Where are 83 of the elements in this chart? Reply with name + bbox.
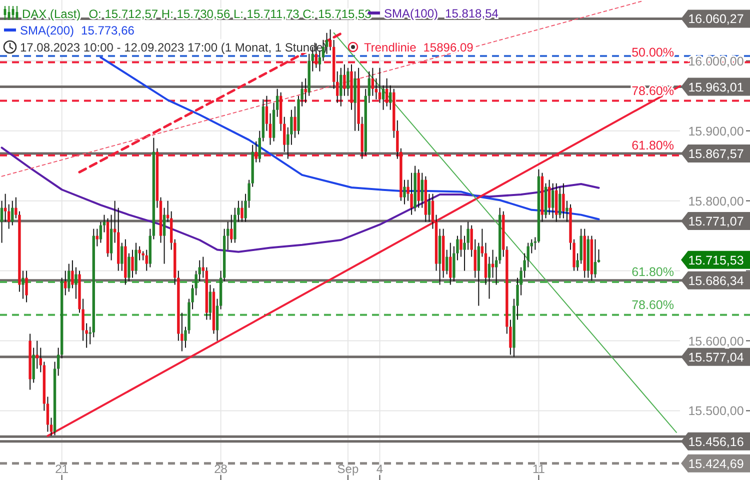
candlestick (145, 249, 148, 272)
candlestick (50, 417, 53, 436)
candlestick (4, 193, 7, 222)
candlestick (0, 200, 4, 244)
candlestick (346, 67, 350, 96)
x-tick-label: Sep (337, 462, 359, 476)
text: 15.715,53 (688, 253, 744, 268)
annotation: 61.80% (632, 264, 674, 279)
text: SMA(100) (384, 6, 438, 20)
candlestick (128, 252, 130, 282)
line-series (0, 146, 600, 253)
candlestick (74, 266, 78, 300)
ref-line-label: 15.686,34 (688, 274, 744, 288)
candlestick (68, 263, 70, 292)
candlestick (64, 270, 67, 296)
candlestick (558, 186, 562, 219)
candlestick (134, 242, 138, 275)
candlestick (343, 64, 346, 96)
ref-line-label: 15.577,04 (688, 350, 744, 364)
candlestick (138, 246, 141, 261)
candlestick (526, 242, 530, 268)
candlestick (11, 200, 14, 226)
candlestick (385, 78, 388, 107)
text: DAX (Last) (22, 7, 81, 21)
ref-line-label: 16.060,27 (688, 12, 744, 26)
y-tick-label: 15.800,00 (688, 194, 744, 208)
annotation: O: 15.712,57 H: 15.730,56 L: 15.711,73 C: 15.715,53 (88, 7, 372, 21)
candlestick (374, 78, 378, 100)
annotation: 78.60% (632, 298, 674, 312)
candlestick (428, 193, 431, 222)
ref-line-label: 15.867,57 (688, 147, 744, 162)
y-tick-label: 15.900,00 (688, 124, 744, 138)
candlestick (431, 193, 434, 230)
annotation: 15.773,66 (81, 24, 135, 38)
candlestick (268, 112, 272, 146)
candlestick (131, 249, 134, 278)
candlestick (340, 67, 342, 107)
candlestick (25, 270, 28, 303)
candlestick (403, 179, 406, 205)
candlestick (551, 182, 554, 219)
annotation: 61.80% (632, 138, 674, 152)
candlestick (548, 179, 551, 216)
text: Trendlinie (364, 40, 417, 54)
candlestick (208, 284, 212, 320)
annotation: 15.818,54 (445, 6, 499, 20)
candlestick (597, 248, 600, 264)
candlestick (594, 238, 597, 278)
candlestick (410, 172, 413, 216)
candlestick (562, 182, 565, 219)
candlestick (120, 242, 124, 272)
candlestick (304, 78, 307, 104)
x-tick-label: 21 (55, 462, 69, 476)
candlestick (566, 200, 568, 222)
candlestick (371, 67, 374, 96)
ref-line-label: 15.771,07 (688, 214, 744, 229)
candlestick (254, 140, 258, 163)
candlestick (265, 95, 268, 132)
candlestick (96, 228, 99, 247)
ref-line-label: 15.456,16 (688, 434, 744, 449)
candlestick (389, 84, 392, 110)
line-series (100, 56, 600, 220)
candlestick (378, 67, 382, 104)
ref-line-label: 15.424,69 (688, 456, 744, 471)
candlestick (420, 172, 424, 208)
y-tick-label: 15.500,00 (688, 404, 744, 418)
candlestick (446, 249, 448, 275)
candlestick (36, 340, 38, 370)
y-tick-label: 15.600,00 (688, 334, 744, 348)
candlestick (240, 200, 244, 222)
candlestick (162, 207, 166, 264)
candlestick (491, 249, 494, 278)
candlestick (488, 256, 491, 300)
candlestick (449, 242, 452, 286)
x-tick-label: 4 (376, 462, 384, 476)
x-tick-label: 28 (214, 462, 228, 476)
annotation: 50.00% (632, 45, 674, 60)
y-tick-label: 16.000,00 (688, 54, 744, 68)
candlestick (294, 106, 296, 138)
candlestick (22, 270, 24, 300)
text: SMA(200) (20, 24, 74, 38)
x-tick-label: 11 (532, 462, 546, 476)
ref-line-label: 15.963,01 (688, 80, 744, 94)
annotation: 15896.09 (423, 40, 474, 54)
